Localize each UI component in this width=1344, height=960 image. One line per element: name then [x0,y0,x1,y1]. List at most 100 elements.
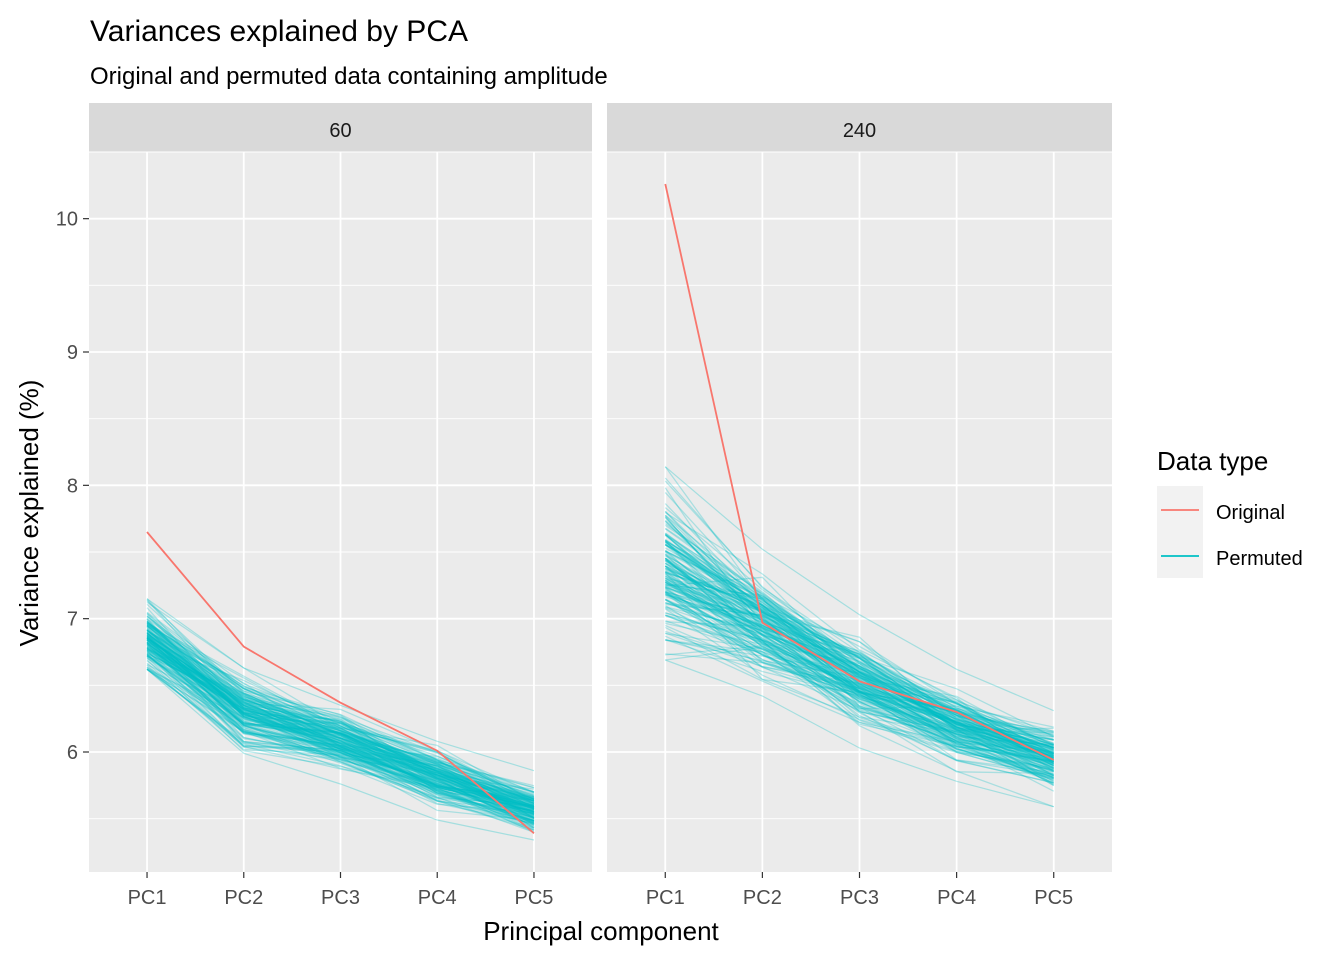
permuted-line [665,585,1054,775]
permuted-line [146,634,535,807]
permuted-line [146,642,535,813]
permuted-line [146,649,535,799]
permuted-line [146,603,535,802]
permuted-line [146,622,535,813]
permuted-line [665,584,1054,750]
permuted-line [146,655,535,802]
permuted-line [146,658,535,822]
x-tick-label: PC3 [321,887,360,909]
permuted-line [664,550,1054,761]
x-tick-label: PC5 [1034,887,1073,909]
permuted-line [665,632,1054,768]
permuted-line [146,652,535,825]
permuted-line [146,641,535,822]
x-tick-label: PC4 [418,887,457,909]
permuted-line [146,648,535,808]
permuted-line [665,580,1054,750]
original-series-line [664,183,1055,761]
permuted-line [146,629,535,809]
permuted-line [146,638,535,805]
permuted-line [146,666,535,815]
permuted-line [146,645,535,804]
permuted-line [146,636,535,817]
permuted-series-group [664,466,1055,808]
permuted-line [665,581,1054,765]
permuted-line [664,540,1054,752]
x-tick-label: PC2 [224,887,263,909]
permuted-line [664,554,1054,758]
permuted-line [146,631,535,807]
permuted-line [146,631,535,806]
permuted-line [664,503,1054,763]
permuted-line [664,587,1054,762]
y-tick-label: 9 [67,342,78,364]
facet-strip [89,103,592,152]
permuted-line [665,639,1054,734]
permuted-line [665,622,1054,752]
permuted-line [146,639,535,800]
permuted-line [665,568,1054,746]
permuted-line [664,571,1054,780]
permuted-line [665,586,1054,737]
permuted-line [665,638,1055,787]
x-tick-label: PC1 [646,887,685,909]
permuted-line [665,632,1054,762]
permuted-line [146,615,535,801]
permuted-line [146,639,535,804]
permuted-line [665,583,1054,792]
permuted-line [146,629,535,798]
permuted-line [665,595,1054,755]
permuted-line [146,634,535,810]
permuted-line [146,635,535,818]
permuted-line [146,630,535,808]
permuted-line [664,553,1054,745]
permuted-line [665,614,1054,738]
permuted-line [146,654,535,794]
permuted-line [146,613,535,810]
permuted-line [146,650,535,796]
permuted-line [665,575,1054,781]
permuted-line [146,643,535,824]
permuted-line [664,576,1054,763]
permuted-line [146,667,535,811]
facet-panel-240: 240 PC1 PC2 PC3 PC4 PC5 [607,103,1112,909]
permuted-line [146,655,535,799]
permuted-line [146,636,535,813]
x-tick-label: PC3 [840,887,879,909]
chart-subtitle: Original and permuted data containing am… [90,63,608,90]
permuted-line [146,615,535,806]
legend-key-background [1157,486,1203,578]
permuted-line [146,612,535,822]
permuted-line [665,594,1054,770]
permuted-line [146,618,535,802]
permuted-line [664,579,1054,754]
permuted-line [146,631,535,811]
permuted-line [664,540,1054,760]
permuted-line [664,553,1054,784]
permuted-line [665,576,1054,772]
permuted-line [146,607,535,805]
permuted-line [146,636,535,821]
permuted-line [146,623,535,815]
permuted-line [146,600,535,829]
permuted-line [146,638,535,820]
y-tick-label: 6 [67,742,78,764]
permuted-line [665,585,1054,748]
permuted-line [146,635,535,825]
permuted-line [664,560,1054,773]
permuted-line [146,655,535,811]
permuted-line [664,557,1055,787]
permuted-line [665,567,1055,765]
permuted-line [664,520,1054,744]
permuted-line [665,602,1054,749]
permuted-line [146,619,535,803]
permuted-line [665,607,1054,764]
permuted-line [146,668,535,824]
permuted-line [146,622,535,803]
permuted-line [146,632,535,811]
permuted-line [664,590,1054,779]
permuted-line [665,550,1054,737]
permuted-line [146,626,535,799]
permuted-line [146,628,535,822]
permuted-line [664,590,1054,757]
